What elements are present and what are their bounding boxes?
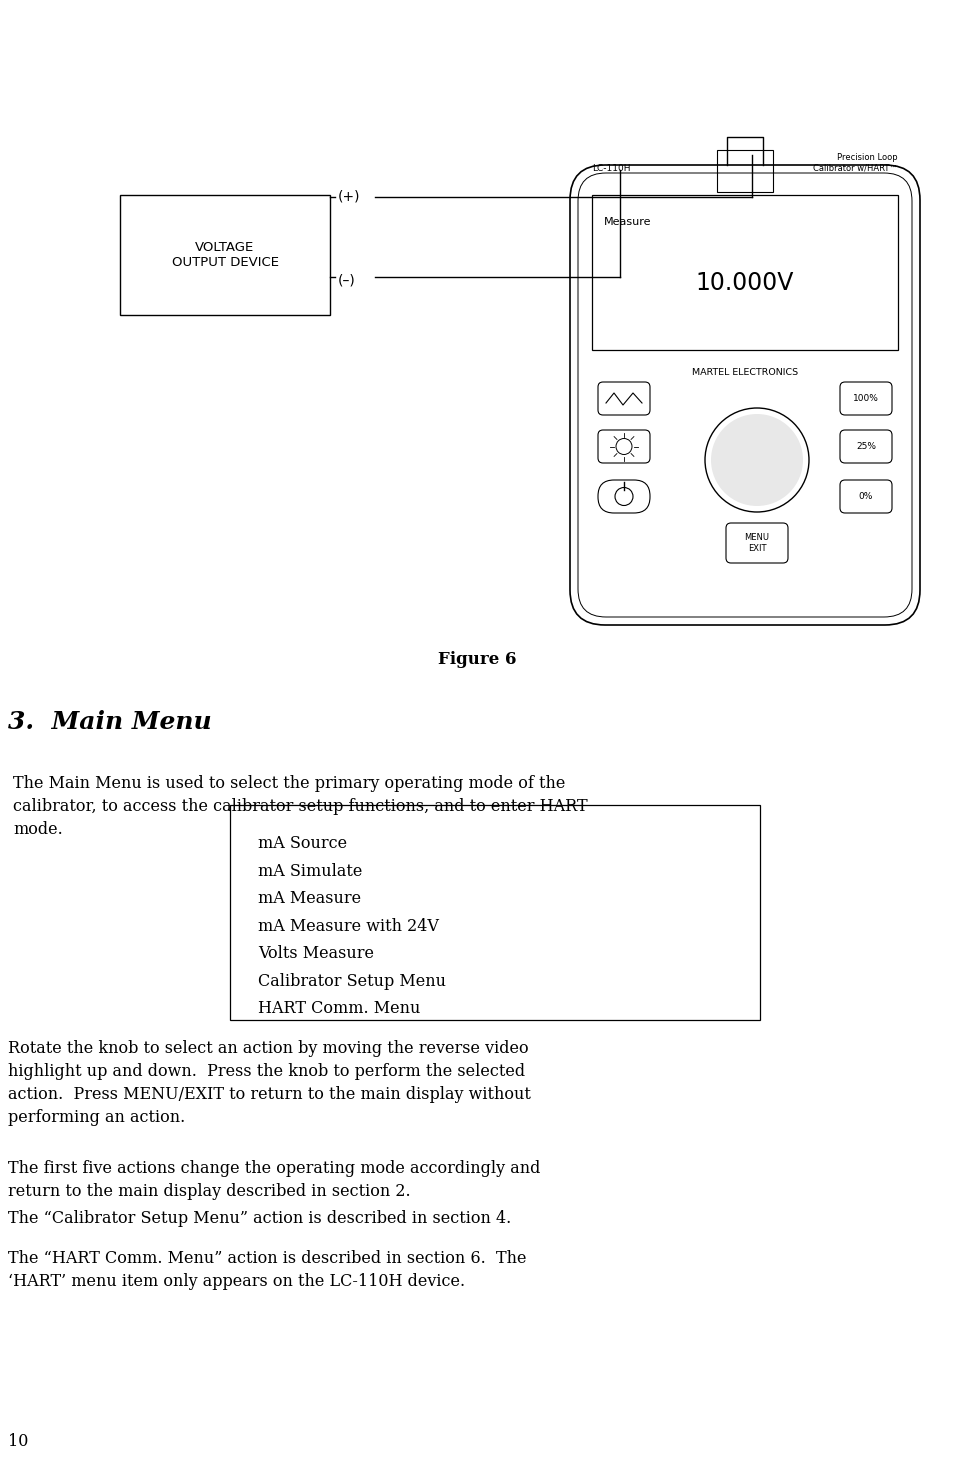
- Text: 3.  Main Menu: 3. Main Menu: [8, 709, 212, 735]
- Bar: [120, 195, 330, 316]
- Text: 0%: 0%: [858, 493, 872, 502]
- Text: mA Source: mA Source: [257, 835, 347, 853]
- Text: 10: 10: [8, 1434, 29, 1450]
- Text: The “Calibrator Setup Menu” action is described in section 4.: The “Calibrator Setup Menu” action is de…: [8, 1210, 511, 1227]
- Text: 100%: 100%: [852, 394, 878, 403]
- Text: mA Measure: mA Measure: [257, 889, 361, 907]
- Text: mA Simulate: mA Simulate: [257, 863, 362, 879]
- Text: MARTEL ELECTRONICS: MARTEL ELECTRONICS: [691, 367, 798, 378]
- Text: MENU
EXIT: MENU EXIT: [743, 534, 769, 553]
- Text: Calibrator Setup Menu: Calibrator Setup Menu: [257, 972, 446, 990]
- Text: Precision Loop
Calibrator w/HART™: Precision Loop Calibrator w/HART™: [812, 153, 897, 173]
- Text: 10.000V: 10.000V: [695, 270, 793, 295]
- Text: The Main Menu is used to select the primary operating mode of the
calibrator, to: The Main Menu is used to select the prim…: [13, 774, 587, 838]
- Text: Figure 6: Figure 6: [437, 652, 516, 668]
- Bar: [592, 195, 897, 350]
- Text: HART Comm. Menu: HART Comm. Menu: [257, 1000, 420, 1016]
- Text: mA Measure with 24V: mA Measure with 24V: [257, 917, 438, 935]
- Bar: [230, 805, 760, 1021]
- Text: Measure: Measure: [603, 217, 651, 227]
- Bar: [717, 150, 772, 192]
- Text: Rotate the knob to select an action by moving the reverse video
highlight up and: Rotate the knob to select an action by m…: [8, 1040, 530, 1125]
- Text: (+): (+): [337, 190, 360, 204]
- Text: 25%: 25%: [855, 442, 875, 451]
- Text: LC-110H: LC-110H: [592, 164, 630, 173]
- Circle shape: [710, 414, 802, 506]
- Text: VOLTAGE
OUTPUT DEVICE: VOLTAGE OUTPUT DEVICE: [172, 240, 278, 268]
- Text: The “HART Comm. Menu” action is described in section 6.  The
‘HART’ menu item on: The “HART Comm. Menu” action is describe…: [8, 1249, 526, 1289]
- Text: The first five actions change the operating mode accordingly and
return to the m: The first five actions change the operat…: [8, 1159, 539, 1199]
- Text: (–): (–): [337, 273, 355, 288]
- Text: Volts Measure: Volts Measure: [257, 945, 374, 962]
- FancyBboxPatch shape: [569, 165, 919, 625]
